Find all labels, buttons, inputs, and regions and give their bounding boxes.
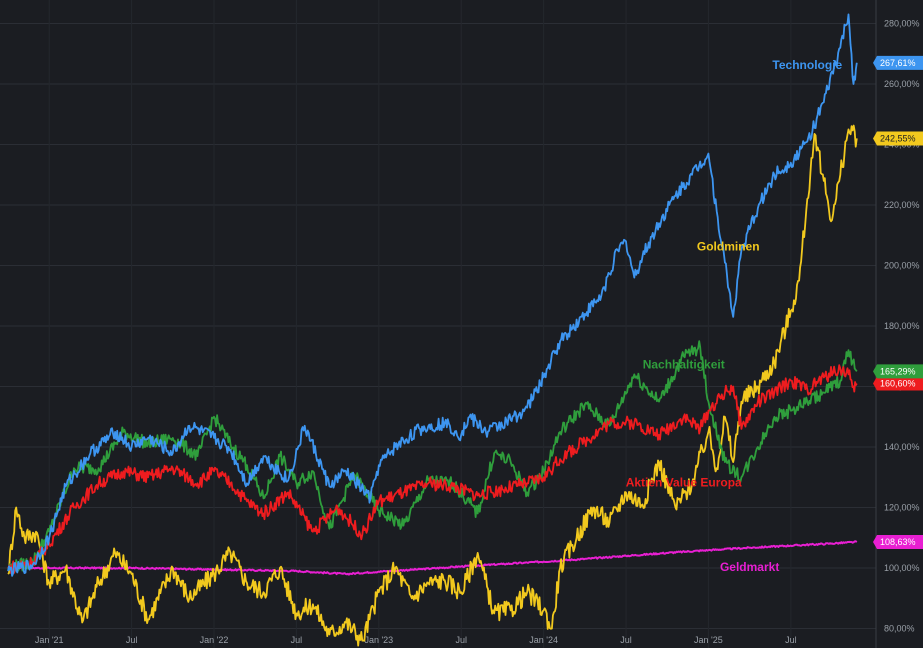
series-name-label: Geldmarkt [720, 560, 779, 574]
last-value-badge-shape [873, 534, 923, 549]
x-tick-label: Jul [620, 635, 632, 645]
last-value-badge-shape [873, 131, 923, 146]
last-value-badge: 160,60% [873, 376, 923, 391]
last-value-badges: 160,60% 165,29% 242,55% 267,61% 108,63% [873, 55, 923, 549]
last-value-badge-text: 242,55% [880, 133, 916, 143]
y-tick-label: 200,00% [884, 261, 920, 271]
last-value-badge-text: 108,63% [880, 537, 916, 547]
last-value-badge: 267,61% [873, 55, 923, 70]
series-lines [7, 13, 858, 647]
last-value-badge-text: 267,61% [880, 58, 916, 68]
x-tick-label: Jan '24 [529, 635, 558, 645]
series-name-label: Nachhaltigkeit [643, 357, 725, 371]
x-tick-label: Jul [455, 635, 467, 645]
last-value-badge: 165,29% [873, 364, 923, 379]
x-axis-ticks: Jan '21 Jul Jan '22 Jul Jan '23 Jul Jan '24 Jul… [35, 635, 797, 645]
series-name-label: Aktien Value Europa [626, 475, 742, 489]
last-value-badge: 242,55% [873, 131, 923, 146]
y-tick-label: 80,00% [884, 624, 915, 634]
last-value-badge-shape [873, 55, 923, 70]
y-tick-label: 260,00% [884, 79, 920, 89]
y-tick-label: 100,00% [884, 563, 920, 573]
x-tick-label: Jan '22 [200, 635, 229, 645]
x-tick-label: Jul [126, 635, 138, 645]
last-value-badge-shape [873, 364, 923, 379]
last-value-badge-text: 160,60% [880, 378, 916, 388]
series-line-4 [7, 540, 858, 576]
y-tick-label: 180,00% [884, 321, 920, 331]
last-value-badge-text: 165,29% [880, 366, 916, 376]
y-tick-label: 280,00% [884, 19, 920, 29]
series-line-1 [7, 124, 858, 647]
x-tick-label: Jan '25 [694, 635, 723, 645]
x-tick-label: Jul [291, 635, 303, 645]
last-value-badge-shape [873, 376, 923, 391]
grid [0, 0, 876, 648]
x-tick-label: Jan '21 [35, 635, 64, 645]
y-tick-label: 140,00% [884, 442, 920, 452]
series-line-2 [7, 340, 858, 574]
y-tick-label: 120,00% [884, 503, 920, 513]
series-labels: Technologie Goldminen Nachhaltigkeit Aktien… [626, 58, 843, 574]
series-name-label: Technologie [772, 58, 842, 72]
x-tick-label: Jul [785, 635, 797, 645]
series-name-label: Goldminen [697, 239, 760, 253]
last-value-badge: 108,63% [873, 534, 923, 549]
series-line-0 [7, 13, 858, 577]
x-tick-label: Jan '23 [364, 635, 393, 645]
y-tick-label: 220,00% [884, 200, 920, 210]
series-line-3 [7, 364, 858, 575]
